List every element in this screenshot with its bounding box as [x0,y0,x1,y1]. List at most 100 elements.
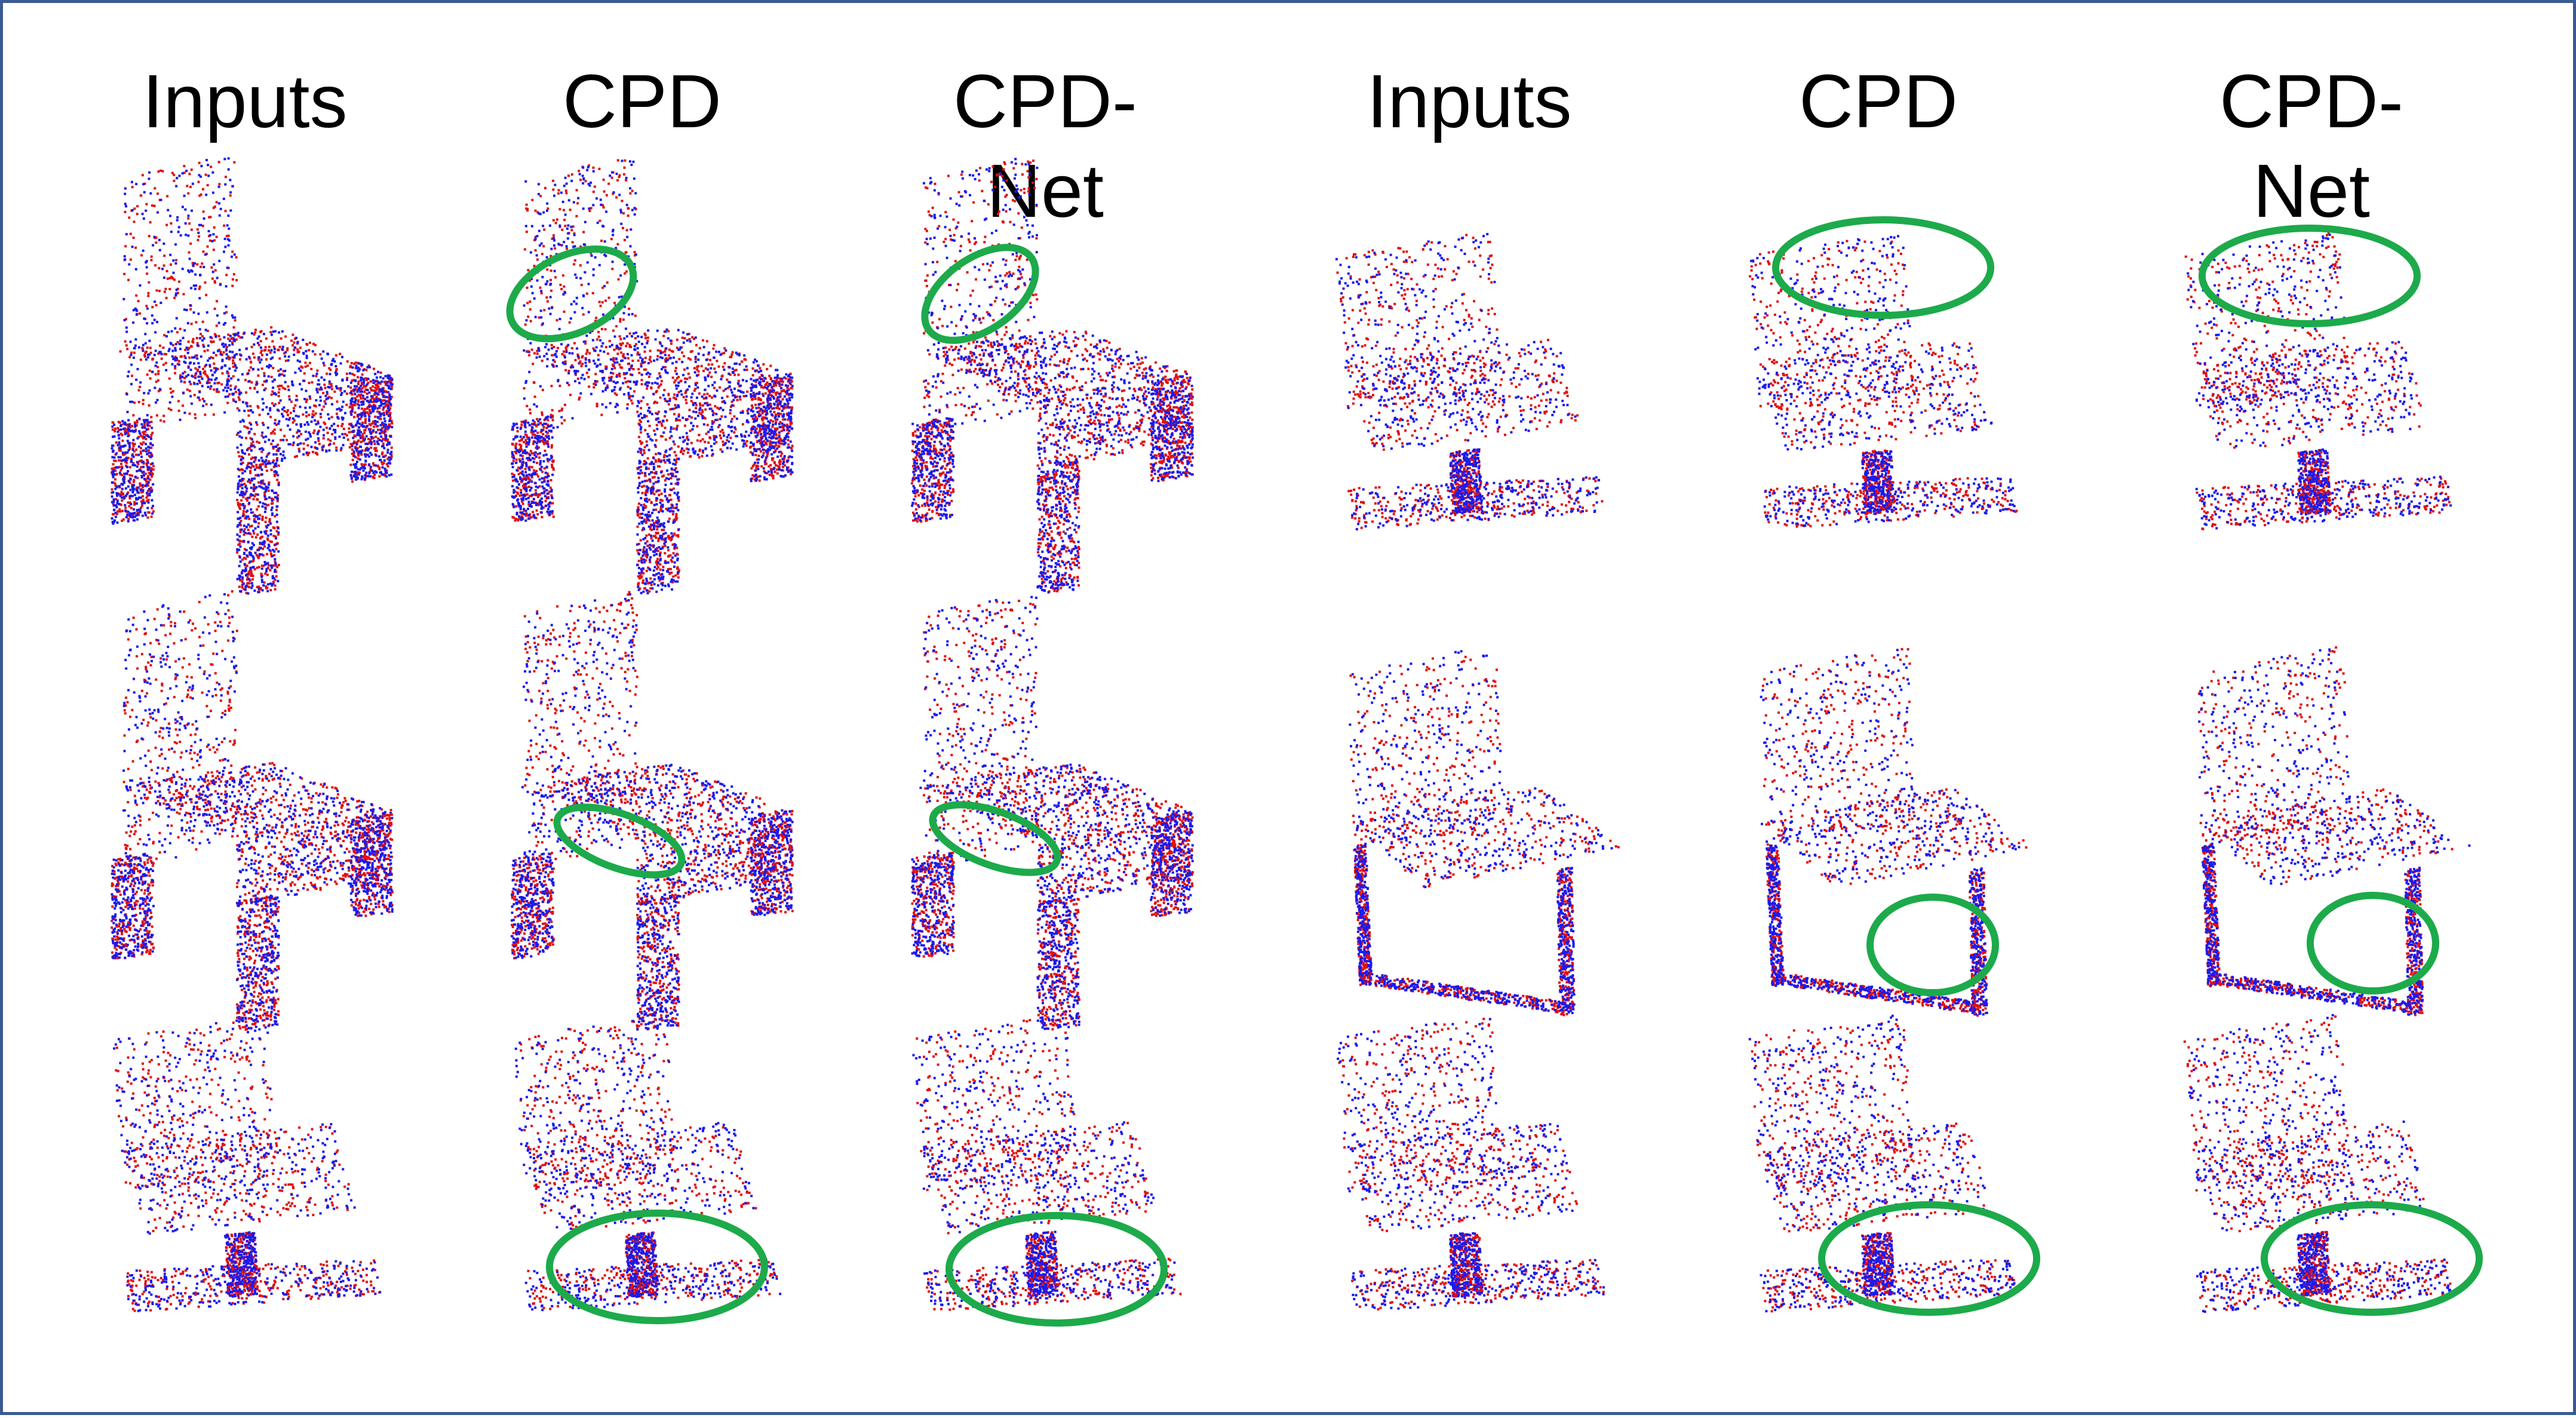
blue-point-cluster [1750,235,1914,408]
blue-point-cluster [110,418,155,525]
blue-point-cluster [236,894,280,1030]
blue-point-cluster [636,895,680,1031]
blue-point-cluster [636,815,794,906]
column-header-cpd-left: CPD [562,59,722,143]
red-point-cluster [349,377,394,483]
blue-point-cluster [1359,971,1564,1012]
highlight-ellipse [506,245,637,343]
blue-point-cluster [1763,477,2016,527]
chair-point-cloud-r1-c6 [2184,232,2452,530]
blue-point-cluster [511,852,555,959]
blue-point-cluster [110,854,155,959]
red-point-cluster [1749,240,1915,409]
blue-point-cluster [236,812,394,907]
red-point-cluster [1351,1124,1578,1232]
blue-point-cluster [2196,1259,2453,1313]
blue-point-cluster [122,157,238,423]
blue-point-cluster [1766,844,1785,987]
blue-point-cluster [2195,475,2452,530]
red-point-cluster [2183,1015,2350,1192]
blue-point-cluster [1968,867,1988,1016]
red-point-cluster [1762,1259,2017,1313]
red-point-cluster [1347,477,1604,529]
red-point-cluster [1751,1022,1917,1189]
red-point-cluster [236,895,280,1030]
blue-point-cluster [1449,1232,1483,1298]
red-point-cluster [1036,898,1080,1031]
blue-point-cluster [1760,1259,2016,1313]
blue-point-cluster [1349,650,1503,843]
red-point-cluster [236,374,393,467]
highlight-ellipse [546,1210,768,1324]
column-header-cpd-net-left: CPD- Net [953,59,1137,233]
chair-point-cloud-r2-c2 [511,591,794,1031]
red-point-cluster [349,813,394,917]
blue-point-cluster [236,374,394,466]
blue-point-cluster [126,1260,382,1312]
chair-point-cloud-r1-c4 [1335,233,1604,530]
blue-point-cluster [113,1014,275,1189]
red-point-cluster [511,416,555,522]
column-header-cpd-net-right: CPD- Net [2219,59,2403,233]
chair-point-cloud-r1-c3 [911,158,1194,594]
red-point-cluster [1336,234,1502,408]
blue-point-cluster [2297,448,2331,515]
blue-point-cluster [923,1260,1176,1309]
blue-point-cluster [1861,450,1896,515]
blue-point-cluster [923,1121,1155,1233]
blue-point-cluster [926,330,1188,404]
red-point-cluster [1150,811,1194,917]
red-point-cluster [520,1019,679,1190]
blue-point-cluster [2202,842,2221,987]
red-point-cluster [929,1122,1149,1235]
blue-point-cluster [236,459,280,595]
red-point-cluster [1338,1017,1500,1192]
chair-point-cloud-r2-c3 [911,596,1194,1031]
red-point-cluster [119,326,382,401]
red-point-cluster [1361,789,1620,888]
blue-point-cluster [2207,972,2412,1013]
red-point-cluster [636,818,794,904]
chair-point-cloud-r2-c1 [110,590,394,1030]
red-point-cluster [110,416,155,522]
highlight-ellipse [921,244,1039,344]
column-header-inputs-left: Inputs [142,59,348,143]
blue-point-cluster [1150,375,1194,483]
chair-point-cloud-r1-c2 [511,159,794,595]
blue-point-cluster [1748,1014,1915,1187]
red-point-cluster [916,1018,1079,1192]
blue-point-cluster [911,852,955,957]
blue-point-cluster [2296,1232,2330,1297]
red-point-cluster [924,765,1183,838]
chair-point-cloud-r3-c1 [113,1014,382,1312]
blue-point-cluster [1036,459,1080,594]
highlight-ellipse [929,801,1061,876]
blue-point-cluster [1356,787,1613,888]
blue-point-cluster [349,375,394,481]
blue-point-cluster [1449,448,1484,515]
red-point-cluster [2207,973,2412,1014]
red-point-cluster [1037,815,1194,906]
highlight-ellipse [2307,892,2439,995]
blue-point-cluster [912,1016,1077,1190]
chair-point-cloud-r3-c6 [2183,1014,2453,1313]
highlight-ellipse [945,1212,1168,1327]
blue-point-cluster [511,416,555,522]
chair-point-cloud-r3-c4 [1337,1017,1605,1310]
highlight-ellipse [1866,894,1999,996]
red-point-cluster [928,330,1187,404]
blue-point-cluster [130,330,380,404]
point-cloud-grid [110,157,2483,1327]
blue-point-cluster [524,1261,782,1312]
red-point-cluster [1351,1259,1605,1310]
blue-point-cluster [1352,1259,1605,1310]
blue-point-cluster [524,1122,755,1230]
red-point-cluster [2184,232,2349,405]
column-header-inputs-right: Inputs [1367,59,1572,143]
blue-point-cluster [1556,867,1576,1014]
blue-point-cluster [1353,842,1373,985]
blue-point-cluster [126,1123,356,1235]
red-point-cluster [1764,477,2018,528]
red-point-cluster [532,1126,757,1231]
